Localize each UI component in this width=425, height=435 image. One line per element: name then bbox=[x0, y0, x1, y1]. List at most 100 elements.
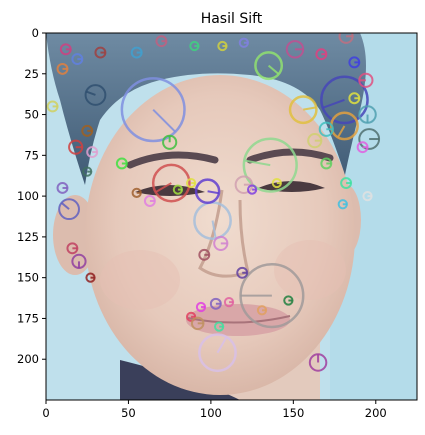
y-tick-label: 125 bbox=[17, 230, 39, 244]
sift-keypoint bbox=[86, 146, 99, 159]
keypoint-orientation bbox=[207, 190, 220, 195]
keypoint-orientation bbox=[303, 106, 317, 111]
sift-keypoint bbox=[115, 157, 128, 170]
x-tick-label: 200 bbox=[365, 406, 387, 420]
sift-keypoint bbox=[71, 253, 87, 269]
sift-keypoint bbox=[340, 177, 353, 190]
keypoint-orientation bbox=[152, 108, 177, 133]
sift-keypoint bbox=[59, 43, 72, 56]
sift-keypoint bbox=[190, 316, 205, 331]
sift-keypoint bbox=[348, 92, 361, 105]
sift-keypoint bbox=[236, 266, 249, 279]
sift-keypoint bbox=[81, 124, 94, 137]
keypoint-circle bbox=[348, 56, 361, 69]
photo-image bbox=[46, 33, 417, 400]
sift-keypoint bbox=[82, 166, 93, 177]
x-axis: 0 50 100 150 200 bbox=[42, 400, 387, 420]
left-eyebrow bbox=[126, 151, 219, 169]
keypoint-circle bbox=[151, 163, 191, 203]
keypoint-circle bbox=[320, 75, 369, 125]
sift-keypoint bbox=[162, 134, 178, 150]
y-tick-label: 75 bbox=[24, 148, 39, 162]
sift-keypoint bbox=[185, 311, 197, 322]
sift-keypoint bbox=[358, 72, 374, 88]
x-tick-label: 50 bbox=[121, 406, 136, 420]
keypoint-orientation bbox=[244, 159, 271, 167]
y-tick-label: 150 bbox=[17, 271, 39, 285]
keypoint-circle bbox=[288, 95, 318, 125]
sift-keypoint bbox=[256, 305, 268, 316]
sift-keypoint bbox=[198, 333, 237, 373]
sift-keypoint bbox=[46, 100, 59, 113]
axes-frame bbox=[45, 32, 418, 401]
sift-keypoint bbox=[120, 77, 186, 143]
left-cheek bbox=[100, 250, 180, 310]
sift-keypoint bbox=[338, 33, 354, 44]
right-eyebrow bbox=[246, 148, 334, 164]
sift-keypoint bbox=[172, 184, 184, 195]
sift-keypoint bbox=[85, 272, 96, 283]
keypoint-circle bbox=[58, 198, 80, 221]
keypoint-circle bbox=[194, 178, 221, 205]
keypoint-circle bbox=[340, 177, 353, 190]
keypoint-orientation bbox=[85, 90, 96, 96]
y-tick-label: 25 bbox=[24, 67, 39, 81]
keypoint-circle bbox=[66, 242, 79, 255]
sift-keypoint bbox=[318, 121, 334, 137]
lip-line bbox=[187, 315, 291, 324]
keypoint-circle bbox=[213, 235, 229, 252]
keypoint-circle bbox=[254, 51, 284, 81]
y-tick-label: 100 bbox=[17, 189, 39, 203]
sift-keypoint bbox=[185, 177, 197, 189]
keypoint-circle bbox=[315, 48, 328, 61]
y-tick-label: 175 bbox=[17, 311, 39, 325]
keypoint-circle bbox=[59, 43, 72, 56]
sift-keypoint bbox=[348, 56, 361, 69]
sift-keypoint bbox=[283, 295, 294, 306]
x-tick-label: 150 bbox=[282, 406, 304, 420]
sift-keypoint bbox=[151, 163, 191, 203]
keypoint-orientation bbox=[336, 125, 346, 138]
sift-keypoint bbox=[242, 137, 298, 193]
keypoint-orientation bbox=[267, 64, 280, 75]
sift-keypoint bbox=[198, 248, 211, 261]
keypoint-circle bbox=[242, 137, 298, 193]
sift-keypoint bbox=[239, 263, 305, 329]
keypoint-orientation bbox=[322, 98, 345, 109]
right-eye bbox=[258, 181, 325, 192]
keypoint-layer bbox=[46, 33, 381, 373]
x-tick-label: 100 bbox=[200, 406, 222, 420]
sift-keypoint bbox=[315, 48, 328, 61]
y-axis: 0 25 50 75 100 125 150 175 200 bbox=[17, 26, 46, 366]
sift-keypoint bbox=[362, 190, 373, 202]
sift-keypoint bbox=[320, 157, 333, 170]
right-cheek bbox=[274, 240, 346, 300]
sift-keypoint bbox=[94, 46, 107, 59]
sift-keypoint bbox=[337, 199, 348, 210]
sift-keypoint bbox=[56, 182, 69, 194]
sift-keypoint bbox=[254, 51, 284, 81]
sift-keypoint bbox=[358, 105, 377, 124]
sift-keypoint bbox=[155, 35, 168, 48]
sift-keypoint bbox=[288, 95, 318, 125]
sift-keypoint bbox=[195, 301, 207, 313]
sift-keypoint bbox=[285, 40, 305, 59]
y-tick-label: 200 bbox=[17, 352, 39, 366]
keypoint-circle bbox=[356, 141, 369, 154]
sift-keypoint bbox=[194, 178, 221, 205]
sift-keypoint bbox=[358, 128, 381, 150]
keypoint-circle bbox=[120, 77, 186, 143]
keypoint-orientation bbox=[211, 220, 217, 239]
sift-keypoint bbox=[320, 75, 369, 125]
sift-keypoint bbox=[213, 235, 229, 252]
sift-keypoint bbox=[308, 353, 328, 372]
y-tick-label: 0 bbox=[32, 26, 39, 40]
sift-keypoint bbox=[68, 139, 84, 155]
keypoint-circle bbox=[239, 263, 305, 329]
sift-keypoint bbox=[84, 84, 107, 106]
keypoint-circle bbox=[155, 35, 168, 48]
sift-keypoint bbox=[356, 141, 369, 154]
keypoint-circle bbox=[198, 333, 237, 373]
sift-keypoint bbox=[307, 133, 323, 149]
